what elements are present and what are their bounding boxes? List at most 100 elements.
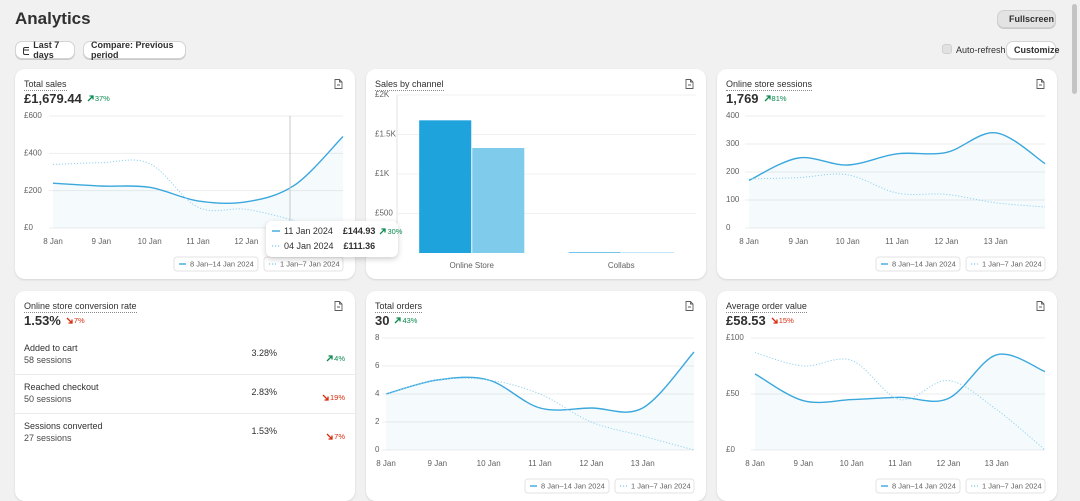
metric-value: 1.53%: [24, 313, 61, 328]
export-icon-shape: [334, 301, 343, 311]
area: [749, 132, 1045, 228]
legend-box: [524, 478, 610, 494]
bar: [568, 252, 621, 253]
chart: 0 2 4 6 8 8 Jan 9 Jan 10 Jan 11 Jan 12 Jan 13 Jan 8…: [375, 333, 695, 494]
y-tick-label: 200: [726, 167, 740, 176]
change: 7%: [326, 432, 345, 441]
change: 19%: [322, 393, 345, 402]
metric-value: £58.53: [726, 313, 766, 328]
y-tick-label: £0: [726, 445, 735, 454]
trend-icon: [87, 95, 94, 102]
scrollbar: [1072, 4, 1077, 94]
line: [385, 351, 695, 413]
trend-arrow: [322, 394, 329, 401]
legend-label: 8 Jan–14 Jan 2024: [892, 481, 956, 490]
y-tick-label: £500: [375, 209, 393, 218]
chart: £500 £1K £1.5K £2K Online Store Collabs: [375, 90, 696, 270]
change: 15%: [771, 316, 794, 325]
y-tick-label: £1.5K: [375, 130, 397, 139]
row-label: Sessions converted: [24, 421, 103, 431]
y-tick-label: £2K: [375, 90, 390, 99]
legend-box: [173, 256, 259, 272]
legend-label: 1 Jan–7 Jan 2024: [631, 481, 691, 490]
date-range-button[interactable]: Last 7 days: [15, 40, 75, 60]
y-tick-label: 0: [726, 223, 731, 232]
export-icon-shape: [334, 79, 343, 89]
x-tick-label: 10 Jan: [477, 459, 501, 468]
export-icon: [685, 79, 694, 89]
page-title: Analytics: [15, 9, 91, 28]
area: [755, 354, 1045, 450]
legend-box: [875, 478, 961, 494]
trend-arrow: [326, 433, 333, 440]
tooltip-row: 04 Jan 2024 £111.36: [272, 241, 375, 251]
card-value: 1.53% 7%: [24, 313, 85, 328]
area: [53, 136, 343, 228]
y-tick-label: 100: [726, 195, 740, 204]
change-value: 7%: [334, 432, 345, 441]
fullscreen-button[interactable]: Fullscreen: [997, 10, 1056, 28]
chart: £0 £200 £400 £600 8 Jan 9 Jan 10 Jan 11 Jan 12 J…: [24, 111, 344, 272]
y-tick-label: 0: [375, 445, 380, 454]
change-value: 7%: [73, 316, 85, 325]
trend-icon: [395, 317, 402, 324]
export-icon-shape: [685, 79, 694, 89]
tooltip: 11 Jan 2024 £144.93 30% 04 Jan 2024 £111.36: [266, 221, 402, 257]
card: Total orders 30 43% 0 2 4 6 8 8 Jan 9 Jan 10 Jan 11…: [366, 291, 706, 501]
export-icon-shape: [1036, 79, 1045, 89]
button-label: Fullscreen: [1009, 14, 1055, 24]
change-value: 19%: [329, 393, 345, 402]
x-tick-label: 9 Jan: [428, 459, 448, 468]
compare-button[interactable]: Compare: Previous period: [83, 40, 186, 60]
legend-box: [614, 478, 695, 494]
y-tick-label: £200: [24, 186, 42, 195]
export-icon: [1036, 301, 1045, 311]
line: [754, 352, 1046, 451]
export-icon: [685, 301, 694, 311]
legend-box: [965, 478, 1046, 494]
line: [52, 136, 344, 205]
row-rate: 1.53%: [251, 426, 277, 436]
y-tick-label: 2: [375, 417, 380, 426]
row-rate: 2.83%: [251, 387, 277, 397]
legend-box: [263, 256, 344, 272]
customize-button[interactable]: Customize: [1006, 41, 1060, 59]
button-label: Last 7 days: [33, 40, 60, 60]
trend-icon: [764, 95, 771, 102]
card-title: Online store conversion rate: [24, 301, 137, 313]
auto-refresh-label: Auto-refresh: [956, 45, 1006, 55]
legend-label: 8 Jan–14 Jan 2024: [892, 259, 956, 268]
chart: 0 100 200 300 400 8 Jan 9 Jan 10 Jan 11 Jan 12 Ja…: [726, 111, 1046, 272]
card-value: £58.53 15%: [726, 313, 794, 328]
metric-value: 1,769: [726, 91, 759, 106]
x-tick-label: 12 Jan: [936, 459, 960, 468]
y-tick-label: £0: [24, 223, 33, 232]
auto-refresh-checkbox[interactable]: [942, 44, 952, 54]
trend-icon: [379, 227, 387, 234]
change-value: 30%: [387, 226, 403, 236]
change-value: 43%: [402, 316, 418, 325]
metric-value: £1,679.44: [24, 91, 82, 106]
y-tick-label: £600: [24, 111, 42, 120]
row-sessions: 50 sessions: [24, 394, 72, 404]
row-label: Reached checkout: [24, 382, 99, 392]
legend-label: 1 Jan–7 Jan 2024: [982, 481, 1042, 490]
row-divider: [15, 413, 355, 414]
change: 37%: [87, 94, 110, 103]
x-tick-label: 11 Jan: [888, 459, 911, 468]
y-tick-label: £50: [726, 389, 740, 398]
x-tick-label: 10 Jan: [836, 237, 860, 246]
change: 43%: [394, 316, 417, 325]
row-label: Added to cart: [24, 343, 78, 353]
legend-label: 8 Jan–14 Jan 2024: [190, 259, 254, 268]
card: Sales by channel £500 £1K £1.5K £2K Online St…: [366, 69, 706, 279]
card-title: Total orders: [375, 301, 423, 313]
legend-label: 1 Jan–7 Jan 2024: [982, 259, 1042, 268]
line: [748, 132, 1046, 182]
x-tick-label: 10 Jan: [138, 237, 162, 246]
calendar-icon: [23, 46, 30, 55]
legend-box: [965, 256, 1046, 272]
area: [386, 352, 694, 450]
button-label: Compare: Previous period: [91, 40, 174, 60]
card-value: 30 43%: [375, 313, 417, 328]
